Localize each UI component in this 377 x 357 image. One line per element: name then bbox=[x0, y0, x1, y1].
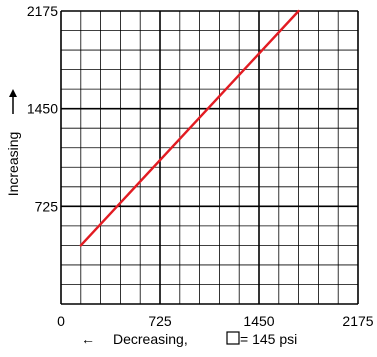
x-tick-label: 725 bbox=[148, 313, 172, 329]
x-tick-label: 1450 bbox=[243, 313, 274, 329]
x-axis-unit: = 145 psi bbox=[240, 331, 297, 347]
x-tick-label: 2175 bbox=[342, 313, 373, 329]
y-axis-arrow-icon bbox=[9, 89, 17, 114]
y-tick-label: 1450 bbox=[27, 101, 58, 117]
y-tick-label: 2175 bbox=[27, 3, 58, 19]
grid bbox=[60, 10, 359, 305]
series-line bbox=[79, 9, 300, 247]
x-axis-arrow-icon: ← bbox=[81, 331, 95, 347]
x-tick-label: 0 bbox=[57, 313, 65, 329]
grid-square-icon bbox=[226, 331, 240, 345]
y-axis-label: Increasing bbox=[5, 132, 21, 197]
tick-labels: 0 725 1450 2175 725 1450 2175 bbox=[27, 3, 374, 329]
y-axis-label-group: Increasing bbox=[5, 132, 21, 197]
x-axis-label: Decreasing, bbox=[113, 331, 188, 347]
y-tick-label: 725 bbox=[35, 198, 59, 214]
series-layer bbox=[79, 9, 300, 247]
